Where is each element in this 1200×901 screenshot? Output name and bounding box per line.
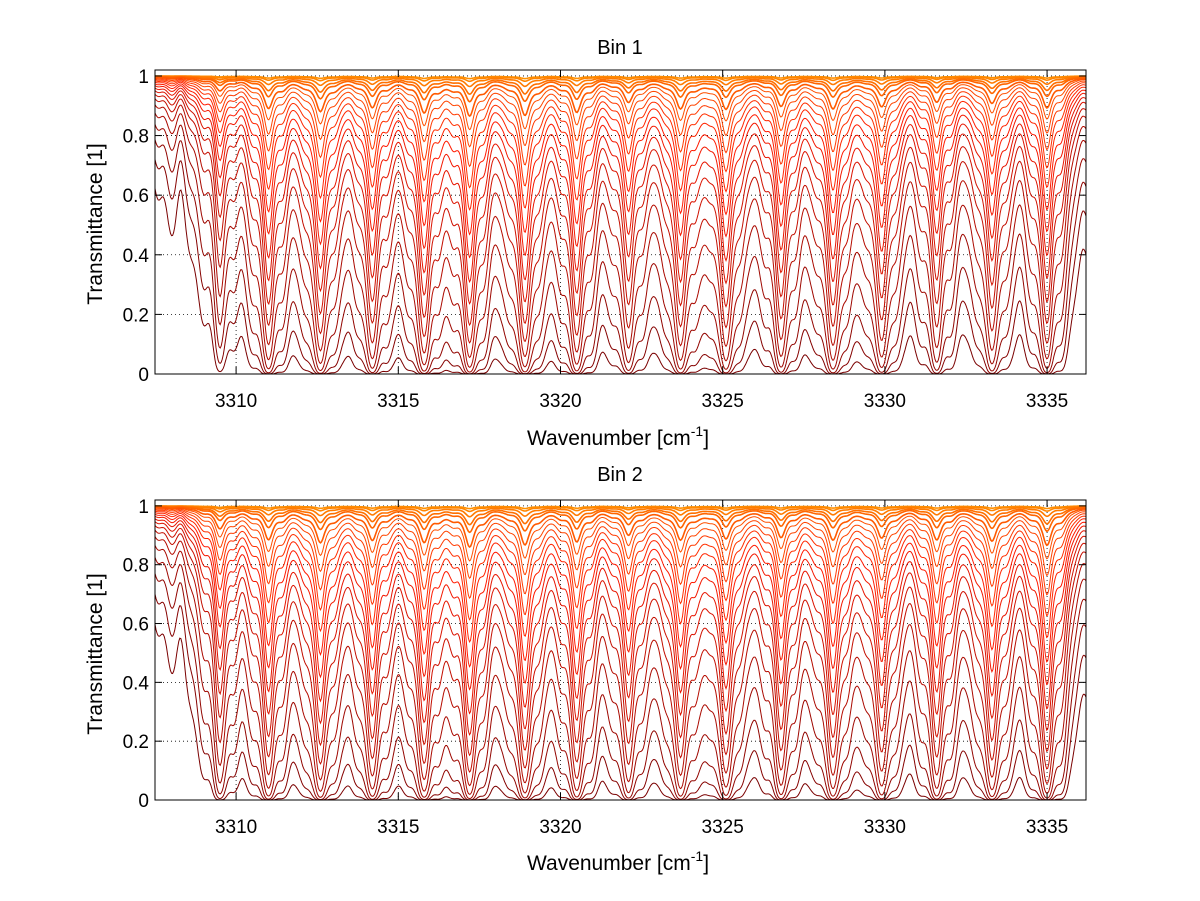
series-line (155, 536, 1086, 787)
series-line (155, 506, 1086, 534)
series-line (155, 98, 1086, 344)
series-line (155, 93, 1086, 327)
series-line (155, 545, 1086, 795)
series-line (155, 78, 1086, 148)
x-tick-label: 3320 (539, 391, 581, 412)
x-tick-label: 3325 (702, 817, 744, 838)
x-tick-label: 3330 (864, 391, 906, 412)
series-line (155, 505, 1086, 526)
series-line (155, 104, 1086, 359)
series-line (155, 513, 1086, 668)
plot-area: 3310 3315 3320 3325 3330 3335 0 0.2 0.4 0.6 0.8 1 (123, 67, 1087, 412)
x-tick-label: 3315 (377, 817, 419, 838)
series-line (155, 139, 1086, 374)
x-tick-label: 3310 (215, 817, 257, 838)
x-tick-label: 3330 (864, 817, 906, 838)
series-line (155, 75, 1086, 80)
series-line (155, 75, 1086, 96)
y-axis-label: Transmittance [1] (84, 573, 107, 734)
chart-title: Bin 1 (597, 37, 643, 59)
x-tick-label: 3310 (215, 391, 257, 412)
series-line (155, 509, 1086, 600)
series-line (155, 87, 1086, 284)
series-line (155, 90, 1086, 305)
y-tick-label: 0.8 (123, 127, 149, 148)
series-line (155, 508, 1086, 580)
series-line (155, 505, 1086, 513)
y-tick-label: 0.6 (123, 186, 149, 207)
series-line (155, 76, 1086, 117)
series-line (155, 512, 1086, 644)
chart-panel-bin-1: Bin 1 3310 3315 3320 3325 3330 3335 0 0.2 0.4 0.6… (84, 37, 1087, 450)
series-group (155, 75, 1086, 374)
series-line (155, 529, 1086, 773)
series-line (155, 557, 1086, 800)
y-tick-label: 0.4 (123, 246, 150, 267)
series-group (155, 505, 1086, 800)
series-line (155, 124, 1086, 373)
series-line (155, 505, 1086, 510)
ticks: 3310 3315 3320 3325 3330 3335 0 0.2 0.4 0.6 0.8 1 (123, 497, 1086, 838)
series-line (155, 521, 1086, 736)
series-line (155, 81, 1086, 211)
series-line (155, 112, 1086, 368)
x-tick-label: 3325 (702, 391, 744, 412)
x-tick-label: 3315 (377, 391, 419, 412)
series-line (155, 518, 1086, 715)
series-line (155, 515, 1086, 691)
y-tick-label: 1 (138, 497, 149, 518)
y-tick-label: 0.8 (123, 556, 149, 577)
y-tick-label: 1 (138, 67, 149, 88)
x-axis-label: Wavenumber [cm-1] (527, 848, 709, 875)
y-tick-label: 0.2 (123, 732, 149, 753)
series-line (155, 507, 1086, 562)
y-tick-label: 0.4 (123, 673, 150, 694)
chart-panel-bin-2: Bin 2 3310 3315 3320 3325 3330 3335 0 0.2 0.4 0.6… (84, 464, 1087, 875)
axes-frame (154, 499, 1087, 801)
series-line (155, 510, 1086, 621)
x-tick-label: 3335 (1026, 817, 1068, 838)
series-line (155, 593, 1086, 800)
series-line (155, 79, 1086, 168)
series-line (155, 506, 1086, 549)
plot-area: 3310 3315 3320 3325 3330 3335 0 0.2 0.4 0.6 0.8 1 (123, 497, 1087, 838)
x-tick-label: 3320 (539, 817, 581, 838)
y-axis-label: Transmittance [1] (84, 143, 107, 304)
series-line (155, 80, 1086, 189)
ticks: 3310 3315 3320 3325 3330 3335 0 0.2 0.4 0.6 0.8 1 (123, 67, 1086, 412)
axes-frame (154, 69, 1087, 375)
chart-title: Bin 2 (597, 464, 643, 486)
series-line (155, 83, 1086, 236)
x-tick-label: 3335 (1026, 391, 1068, 412)
y-tick-label: 0 (138, 791, 149, 812)
series-line (155, 505, 1086, 518)
series-line (155, 77, 1086, 131)
y-tick-label: 0.6 (123, 615, 149, 636)
series-line (155, 573, 1086, 800)
series-line (155, 76, 1086, 103)
series-line (155, 525, 1086, 757)
series-line (155, 75, 1086, 88)
series-line (155, 188, 1086, 374)
x-axis-label: Wavenumber [cm-1] (527, 423, 709, 450)
series-line (155, 75, 1086, 83)
series-line (155, 159, 1086, 374)
y-tick-label: 0 (138, 365, 149, 386)
series-line (155, 85, 1086, 259)
y-tick-label: 0.2 (123, 305, 149, 326)
